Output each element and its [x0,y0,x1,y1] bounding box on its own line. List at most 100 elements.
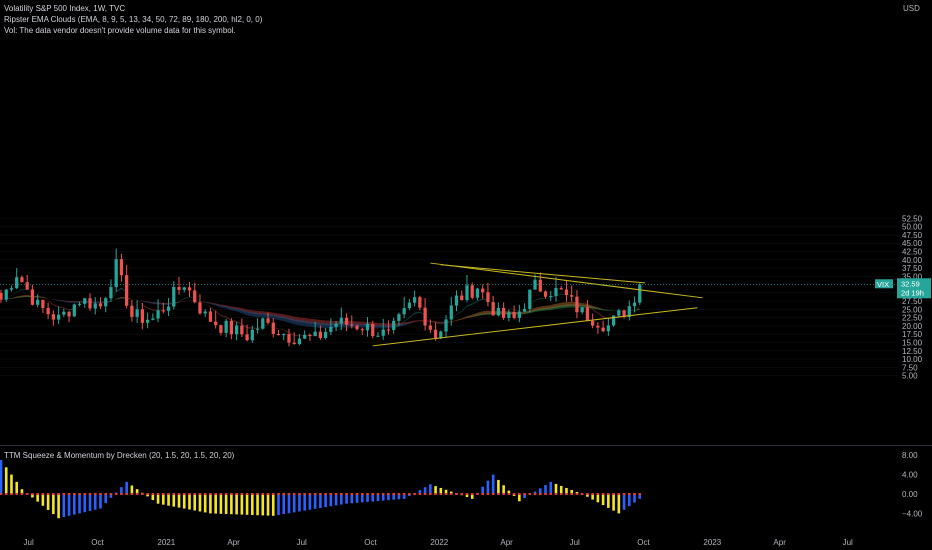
squeeze-dot [455,493,458,495]
squeeze-dot [73,493,76,495]
squeeze-dot [387,493,390,495]
ema-cloud-72-89 [116,296,122,300]
momentum-bar [345,494,348,504]
ema-cloud-72-89 [309,321,316,328]
ema-cloud-72-89 [629,310,635,311]
price-badge-value: 32.59 [901,279,920,288]
trendline-lower[interactable] [372,307,698,347]
momentum-bar [575,491,579,494]
momentum-bar [376,494,380,502]
ema-cloud-72-89 [482,310,488,315]
ema-cloud-8-9 [184,296,190,299]
momentum-bar [586,494,589,497]
ema-cloud-8-9 [524,305,530,311]
momentum-bar [130,485,134,494]
momentum-bar [313,494,317,509]
squeeze-dot [146,493,149,495]
currency-label: USD [903,4,920,13]
time-tick: Apr [500,538,513,547]
ema-cloud-72-89 [414,320,420,322]
candle-body [93,303,97,309]
candle-body [303,334,307,339]
ema-cloud-72-89 [199,301,206,303]
osc-tick: 8.00 [902,451,918,460]
momentum-bar [261,494,265,516]
candle-body [591,320,595,326]
momentum-bar [188,494,191,510]
squeeze-dot [308,493,312,495]
ema-cloud-72-89 [592,305,598,309]
ema-cloud-72-89 [16,295,22,298]
candle-body [344,317,349,325]
trendline-upper-2[interactable] [440,264,646,284]
price-tick: 40.00 [902,256,923,265]
ema-cloud-72-89 [63,300,70,303]
time-tick: Jul [297,538,307,547]
ema-cloud-8-9 [336,328,342,332]
candle-body [580,307,584,313]
trendline-upper[interactable] [430,262,703,299]
candle-body [428,325,432,330]
momentum-bar [31,494,34,498]
ema-cloud-8-9 [131,297,138,300]
ema-cloud-8-9 [634,305,640,312]
ema-cloud-8-9 [37,294,43,298]
candle-body [98,303,103,307]
momentum-bar [554,483,558,494]
candle-body [554,288,558,296]
time-tick: Apr [773,538,786,547]
ema-cloud-8-9 [550,295,556,298]
ema-cloud-8-9 [466,303,473,307]
oscillator-axis[interactable]: 8.00 4.00 0.00 −4.00 [902,451,923,518]
indicator-legend[interactable]: Ripster EMA Clouds (EMA, 8, 9, 5, 13, 34… [4,15,263,24]
momentum-bar [638,494,642,499]
ema-cloud-8-9 [535,298,541,301]
momentum-bar [125,481,128,494]
candle-body [611,315,616,326]
candle-body [533,279,537,290]
squeeze-dot [135,493,139,495]
squeeze-dot [523,493,526,495]
candle-body [72,304,76,317]
momentum-bar [591,494,594,500]
candle-body [444,319,448,332]
ema-cloud-72-89 [268,313,274,319]
squeeze-dot [162,493,165,495]
squeeze-dot [497,493,500,495]
momentum-bar [219,494,223,514]
squeeze-dot [429,493,432,495]
squeeze-dot [444,493,448,495]
squeeze-dot [586,493,589,495]
momentum-bar [340,494,343,505]
trendlines[interactable] [372,262,703,347]
squeeze-dot [507,493,511,495]
ema-cloud-72-89 [320,322,326,329]
candle-body [402,308,406,315]
squeeze-dot [230,493,233,495]
ema-cloud-72-89 [131,298,138,300]
chart-title[interactable]: Volatility S&P 500 Index, 1W, TVC [4,4,126,13]
candle-body [585,307,590,321]
candle-body [77,303,82,305]
time-axis[interactable]: Jul Oct 2021 Apr Jul Oct 2022 Apr Jul Oct 2023 Apr J… [24,538,853,547]
candle-body [224,320,228,333]
squeeze-dot [4,493,8,495]
ema-cloud-8-9 [294,334,300,337]
price-tick: 12.50 [902,347,923,356]
momentum-bar [627,494,631,507]
momentum-bar [533,491,537,494]
ema-cloud-72-89 [158,303,164,305]
ema-cloud-72-89 [241,309,248,316]
momentum-bar [151,494,155,501]
ema-cloud-72-89 [147,301,153,304]
ema-cloud-72-89 [179,301,185,303]
oscillator-legend[interactable]: TTM Squeeze & Momentum by Drecken (20, 1… [4,451,235,460]
squeeze-dot [46,493,50,495]
candle-body [522,308,527,312]
ema-cloud-72-89 [252,312,258,318]
ema-cloud-72-89 [288,317,295,325]
candle-body [318,331,323,338]
momentum-bar [444,489,448,494]
squeeze-dot [109,493,113,495]
